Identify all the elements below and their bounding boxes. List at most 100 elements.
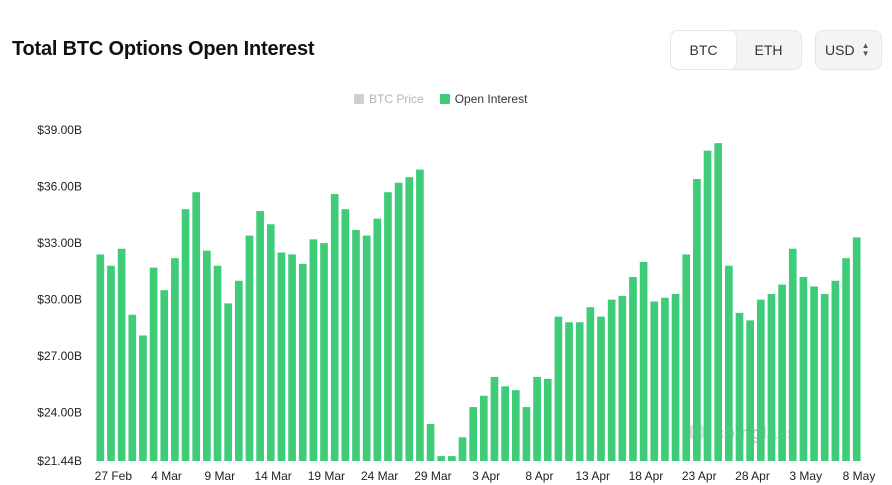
- open-interest-bar[interactable]: [607, 299, 616, 461]
- open-interest-bar[interactable]: [682, 254, 691, 461]
- open-interest-bar[interactable]: [735, 312, 744, 461]
- open-interest-bar[interactable]: [842, 258, 850, 461]
- open-interest-bar[interactable]: [767, 293, 776, 461]
- open-interest-bar[interactable]: [213, 265, 222, 461]
- y-tick-label: $30.00B: [37, 293, 82, 307]
- legend-item-btc-price[interactable]: BTC Price: [354, 92, 424, 106]
- open-interest-bar[interactable]: [277, 252, 286, 461]
- open-interest-bar[interactable]: [778, 284, 786, 461]
- y-tick-label: $36.00B: [37, 180, 82, 194]
- open-interest-bar[interactable]: [469, 407, 478, 461]
- x-tick-label: 3 Apr: [472, 469, 500, 483]
- open-interest-bar[interactable]: [671, 293, 680, 461]
- open-interest-bar[interactable]: [224, 303, 232, 461]
- open-interest-bar[interactable]: [565, 322, 573, 461]
- open-interest-bar[interactable]: [810, 286, 818, 461]
- open-interest-bar[interactable]: [181, 209, 190, 461]
- legend-label-btc-price: BTC Price: [369, 92, 424, 106]
- open-interest-bar[interactable]: [426, 424, 435, 461]
- currency-value: USD: [825, 42, 855, 58]
- open-interest-bar[interactable]: [298, 263, 307, 461]
- currency-select[interactable]: USD ▲ ▼: [815, 30, 882, 70]
- open-interest-bar[interactable]: [820, 293, 829, 461]
- open-interest-bar[interactable]: [149, 267, 158, 461]
- open-interest-bar[interactable]: [533, 376, 541, 461]
- x-tick-label: 19 Mar: [308, 469, 345, 483]
- open-interest-bar[interactable]: [405, 177, 414, 461]
- open-interest-bar[interactable]: [746, 320, 754, 461]
- open-interest-bar[interactable]: [341, 209, 350, 461]
- open-interest-bar[interactable]: [511, 390, 520, 461]
- x-tick-label: 18 Apr: [629, 469, 664, 483]
- open-interest-bar[interactable]: [384, 192, 392, 461]
- open-interest-bar[interactable]: [266, 224, 275, 461]
- asset-btc-button[interactable]: BTC: [671, 31, 736, 69]
- open-interest-bar[interactable]: [352, 229, 360, 461]
- open-interest-bar[interactable]: [160, 290, 169, 461]
- x-tick-label: 4 Mar: [151, 469, 182, 483]
- open-interest-bar[interactable]: [288, 254, 296, 461]
- open-interest-bar[interactable]: [554, 316, 563, 461]
- open-interest-bar[interactable]: [725, 265, 733, 461]
- x-tick-label: 8 Apr: [525, 469, 553, 483]
- open-interest-bar[interactable]: [107, 265, 115, 461]
- open-interest-bar[interactable]: [309, 239, 318, 461]
- y-tick-label: $21.44B: [37, 454, 82, 468]
- open-interest-bar[interactable]: [490, 376, 499, 461]
- open-interest-bar[interactable]: [522, 407, 531, 461]
- open-interest-bar[interactable]: [192, 192, 201, 461]
- open-interest-bar[interactable]: [618, 295, 627, 461]
- open-interest-bar[interactable]: [650, 301, 659, 461]
- chevron-updown-icon: ▲ ▼: [861, 41, 870, 58]
- open-interest-bar[interactable]: [799, 277, 808, 461]
- legend-label-open-interest: Open Interest: [454, 92, 528, 106]
- open-interest-bar[interactable]: [394, 182, 403, 461]
- open-interest-bar[interactable]: [373, 218, 382, 461]
- x-tick-label: 24 Mar: [361, 469, 398, 483]
- open-interest-bar[interactable]: [586, 307, 595, 461]
- open-interest-bar[interactable]: [479, 395, 488, 461]
- open-interest-bar[interactable]: [203, 250, 211, 461]
- x-tick-label: 13 Apr: [575, 469, 610, 483]
- open-interest-bar[interactable]: [117, 248, 126, 461]
- open-interest-bar[interactable]: [661, 297, 669, 461]
- asset-eth-button[interactable]: ETH: [754, 42, 783, 58]
- open-interest-bar[interactable]: [575, 322, 584, 461]
- open-interest-bar[interactable]: [788, 248, 797, 461]
- open-interest-bar[interactable]: [831, 280, 840, 461]
- open-interest-bar[interactable]: [139, 335, 147, 461]
- open-interest-bar[interactable]: [543, 378, 552, 461]
- open-interest-bar[interactable]: [703, 150, 712, 462]
- open-interest-bar[interactable]: [128, 314, 137, 461]
- open-interest-bar[interactable]: [256, 211, 264, 461]
- open-interest-bar[interactable]: [714, 143, 723, 461]
- open-interest-bar[interactable]: [458, 437, 467, 461]
- open-interest-bar[interactable]: [330, 194, 339, 461]
- open-interest-bar[interactable]: [629, 277, 637, 461]
- open-interest-bar[interactable]: [96, 254, 105, 461]
- open-interest-bar[interactable]: [597, 316, 605, 461]
- open-interest-bar[interactable]: [245, 235, 254, 461]
- open-interest-bar[interactable]: [320, 243, 328, 461]
- open-interest-bar[interactable]: [171, 258, 179, 461]
- open-interest-bar[interactable]: [437, 456, 446, 461]
- open-interest-bar[interactable]: [416, 169, 424, 461]
- asset-toggle: BTC ETH: [670, 30, 802, 70]
- open-interest-bar[interactable]: [234, 280, 243, 461]
- x-tick-label: 28 Apr: [735, 469, 770, 483]
- x-tick-label: 9 Mar: [205, 469, 236, 483]
- open-interest-bar[interactable]: [693, 179, 701, 461]
- open-interest-bar[interactable]: [639, 261, 648, 461]
- y-tick-label: $39.00B: [37, 123, 82, 137]
- x-tick-label: 14 Mar: [254, 469, 291, 483]
- open-interest-bar[interactable]: [501, 386, 509, 461]
- open-interest-bar[interactable]: [362, 235, 371, 461]
- x-tick-label: 8 May: [843, 469, 876, 483]
- legend-item-open-interest[interactable]: Open Interest: [439, 92, 528, 106]
- y-tick-label: $27.00B: [37, 349, 82, 363]
- chart-legend: BTC Price Open Interest: [354, 92, 543, 106]
- open-interest-bar[interactable]: [852, 237, 861, 461]
- x-tick-label: 3 May: [789, 469, 822, 483]
- open-interest-bar[interactable]: [448, 456, 456, 461]
- open-interest-bar[interactable]: [756, 299, 765, 461]
